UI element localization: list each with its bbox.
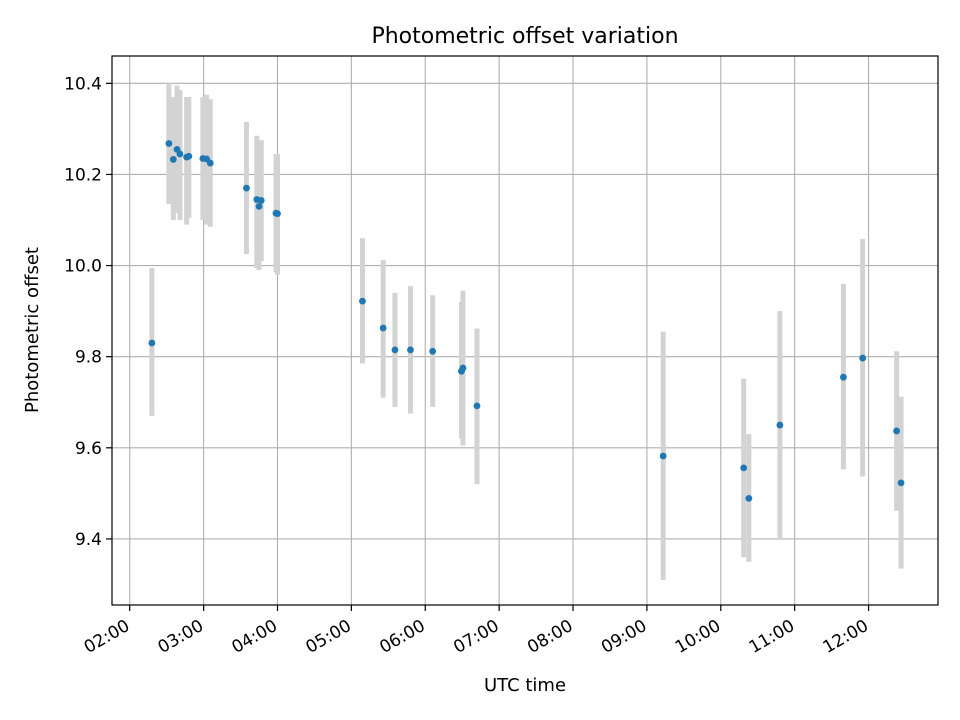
- data-point: [459, 364, 467, 372]
- data-point: [169, 156, 177, 163]
- data-point: [429, 347, 437, 355]
- y-tick-label: 10.2: [64, 165, 102, 185]
- data-point: [776, 421, 784, 429]
- x-axis-label: UTC time: [484, 675, 566, 696]
- data-point: [257, 197, 265, 204]
- y-tick-label: 10.4: [64, 74, 102, 94]
- data-point: [473, 402, 481, 410]
- data-point: [391, 346, 399, 354]
- data-point: [274, 210, 281, 218]
- y-tick-label: 10.0: [64, 257, 102, 277]
- data-point: [659, 452, 667, 460]
- data-point: [176, 150, 184, 158]
- data-point: [165, 140, 173, 147]
- y-tick-label: 9.4: [75, 530, 102, 550]
- point-layer: [148, 140, 905, 502]
- chart-title: Photometric offset variation: [371, 24, 678, 49]
- y-tick-label: 9.8: [75, 348, 102, 368]
- data-point: [206, 159, 214, 167]
- grid-layer: [112, 56, 938, 605]
- data-point: [859, 354, 867, 362]
- data-point: [893, 427, 901, 435]
- data-point: [185, 152, 193, 160]
- data-point: [148, 339, 156, 347]
- data-point: [897, 479, 905, 487]
- data-point: [407, 346, 414, 354]
- data-point: [840, 373, 847, 381]
- data-point: [740, 464, 748, 472]
- data-point: [255, 202, 263, 210]
- y-tick-label: 9.6: [75, 439, 102, 459]
- data-point: [379, 324, 387, 332]
- data-point: [243, 184, 250, 192]
- plot-frame: [111, 55, 939, 606]
- data-point: [745, 494, 753, 502]
- y-axis-label: Photometric offset: [22, 247, 43, 413]
- y-axis-ticks: 9.4 9.6 9.8 10.0 10.2 10.4: [64, 74, 112, 550]
- data-point: [359, 297, 366, 305]
